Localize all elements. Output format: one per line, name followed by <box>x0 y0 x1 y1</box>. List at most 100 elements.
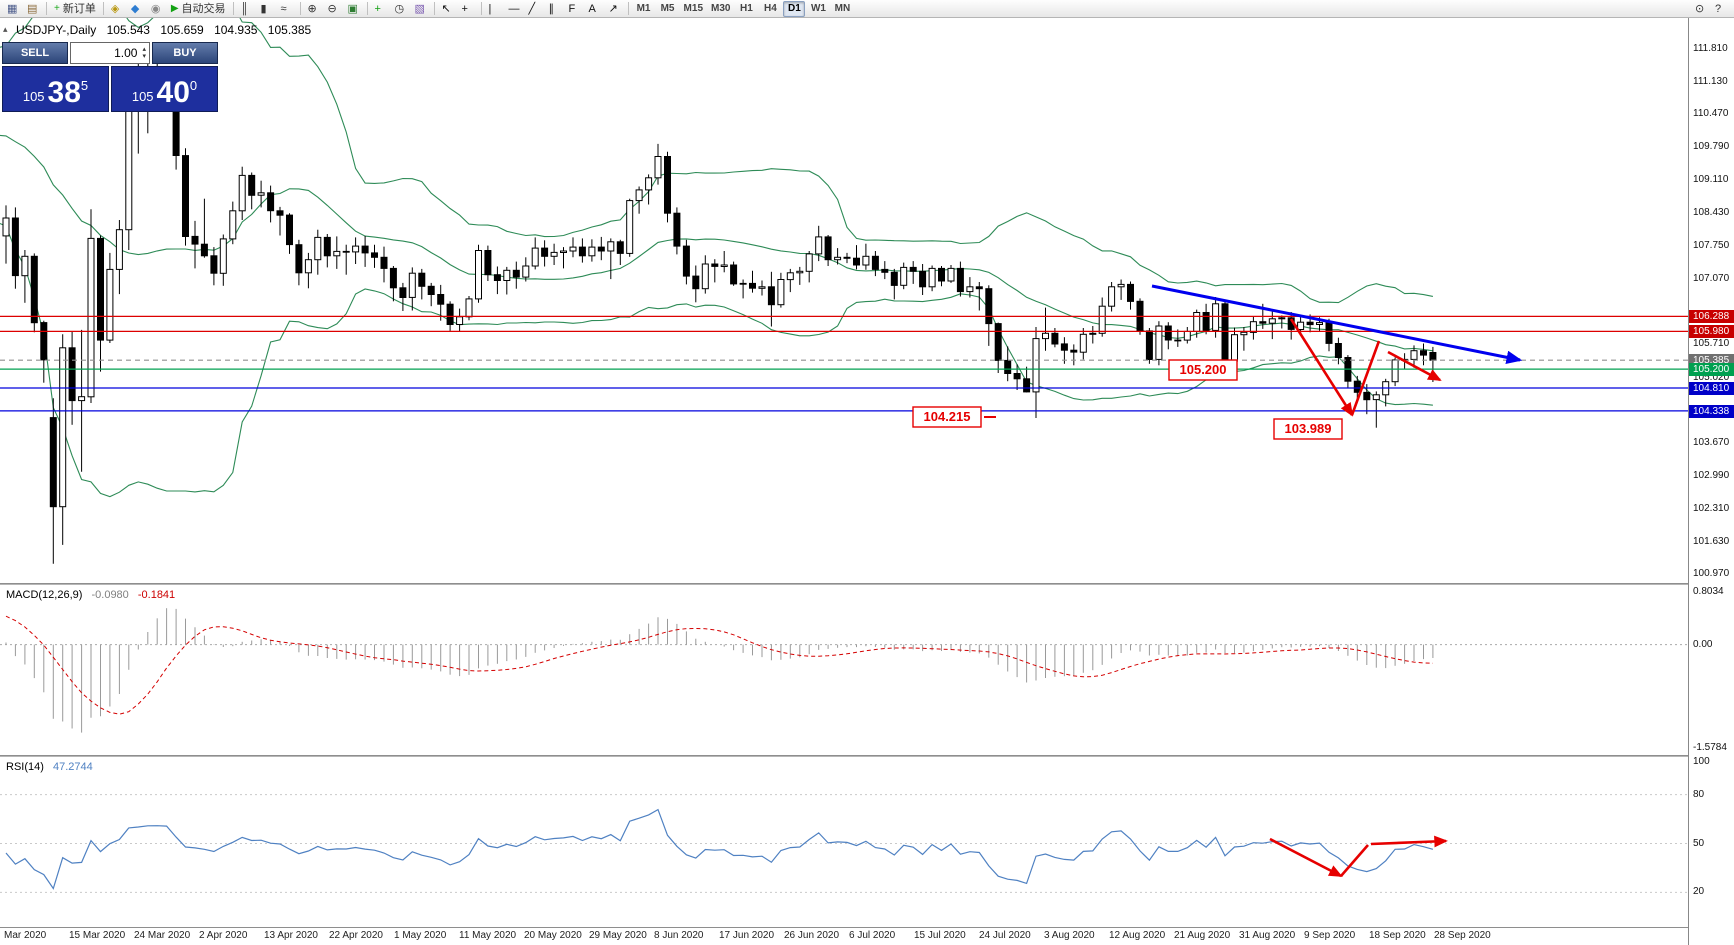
price-tick-111.810: 111.810 <box>1693 43 1728 54</box>
red-arrow-0[interactable] <box>1289 318 1354 417</box>
red-arrow-4[interactable] <box>1340 844 1369 877</box>
navigator-icon[interactable]: ◉ <box>148 1 166 17</box>
svg-text:104.215: 104.215 <box>924 409 971 424</box>
timeframe-m30-button[interactable]: M30 <box>708 1 733 17</box>
candlestick-chart-icon[interactable]: ▮ <box>258 1 276 17</box>
metaeditor-icon[interactable]: ◈ <box>108 1 126 17</box>
rsi-axis-20: 20 <box>1693 886 1705 898</box>
line-chart-icon[interactable]: ≈ <box>278 1 296 17</box>
zoom-out-icon[interactable]: ⊖ <box>325 1 343 17</box>
timeframe-m15-button[interactable]: M15 <box>681 1 706 17</box>
volume-value[interactable]: 1.00 <box>114 46 138 60</box>
cursor-icon[interactable]: ↖ <box>439 1 457 17</box>
price-tick-107.750: 107.750 <box>1693 239 1730 251</box>
help-icon[interactable]: ? <box>1712 1 1730 17</box>
sell-price-big: 38 <box>47 76 81 109</box>
price-annotation-label[interactable]: 105.200 <box>1168 359 1238 381</box>
indicators-icon[interactable]: + <box>372 1 390 17</box>
price-axis[interactable]: 111.810 111.130 110.470 109.790 109.110 108.4… <box>1688 18 1734 945</box>
zoom-in-icon[interactable]: ⊕ <box>305 1 323 17</box>
rsi-line <box>5 808 1434 890</box>
price-badge-106.288: 106.288 <box>1689 310 1734 324</box>
trade-panel-toggle-icon[interactable]: ▴ <box>3 24 8 34</box>
timeframe-h1-button[interactable]: H1 <box>735 1 757 17</box>
spinner-down-icon[interactable]: ▾ <box>142 53 146 60</box>
search-icon[interactable]: ⊙ <box>1692 1 1710 17</box>
periods-icon[interactable]: ◷ <box>392 1 410 17</box>
price-annotation-label[interactable]: 103.989 <box>1273 418 1343 440</box>
market-watch-icon[interactable]: ◆ <box>128 1 146 17</box>
price-tick-108.430: 108.430 <box>1693 206 1730 218</box>
price-tick-105.710: 105.710 <box>1693 338 1730 350</box>
red-arrow-5[interactable] <box>1370 835 1448 848</box>
price-tick-100.970: 100.970 <box>1693 568 1730 579</box>
macd-signal-line <box>5 615 1433 715</box>
price-tick-101.630: 101.630 <box>1693 536 1730 548</box>
new-chart-icon[interactable]: ▦ <box>4 1 22 17</box>
red-arrow-1[interactable] <box>1350 340 1381 416</box>
sell-price-base: 105 <box>22 89 45 104</box>
channel-icon[interactable]: ∥ <box>546 1 564 17</box>
arrows-icon[interactable]: ↗ <box>606 1 624 17</box>
volume-spinner[interactable]: ▴ ▾ <box>142 46 146 60</box>
macd-axis-0.8034: 0.8034 <box>1693 586 1724 597</box>
quote-low: 104.935 <box>214 23 258 37</box>
buy-button[interactable]: BUY <box>152 42 218 64</box>
horizontal-line-icon[interactable]: — <box>506 1 524 17</box>
text-icon[interactable]: A <box>586 1 604 17</box>
trendline-icon[interactable]: ╱ <box>526 1 544 17</box>
time-label: 24 Jul 2020 <box>979 930 1031 941</box>
volume-field[interactable]: 1.00 ▴ ▾ <box>70 42 150 64</box>
price-tick-103.670: 103.670 <box>1693 437 1730 449</box>
autotrading-button-label: 自动交易 <box>181 2 226 15</box>
sell-button[interactable]: SELL <box>2 42 68 64</box>
buy-price-pip: 0 <box>189 78 198 93</box>
timeframe-d1-button[interactable]: D1 <box>783 0 806 17</box>
time-label: 11 May 2020 <box>459 930 517 941</box>
profiles-icon[interactable]: ▤ <box>24 1 42 17</box>
sell-price[interactable]: 105 38 5 <box>2 66 109 112</box>
crosshair-icon[interactable]: + <box>459 1 477 17</box>
tile-windows-icon[interactable]: ▣ <box>345 1 363 17</box>
time-label: 6 Jul 2020 <box>849 930 896 941</box>
chart-annotations: 105.200 104.215 103.989 <box>912 284 1523 878</box>
timeframe-h4-button[interactable]: H4 <box>759 1 781 17</box>
price-annotation-label[interactable]: 104.215 <box>912 406 982 428</box>
time-axis[interactable]: Mar 2020 15 Mar 2020 24 Mar 2020 2 Apr 2020… <box>0 928 1688 945</box>
vertical-line-icon[interactable]: | <box>486 1 504 17</box>
time-label: 24 Mar 2020 <box>134 930 191 941</box>
chart-canvas[interactable]: 105.200 104.215 103.989 <box>0 0 1688 945</box>
trend-arrow[interactable] <box>1151 284 1523 364</box>
timeframe-m1-button[interactable]: M1 <box>633 1 655 17</box>
one-click-trading-panel: SELL 1.00 ▴ ▾ BUY 105 38 5 105 40 0 <box>2 42 218 112</box>
toolbar-separator <box>366 2 368 15</box>
panel-separator[interactable] <box>0 927 1688 928</box>
panel-separator[interactable] <box>0 583 1688 585</box>
bar-chart-icon[interactable]: ║ <box>238 1 256 17</box>
rsi-axis-100: 100 <box>1693 756 1710 767</box>
toolbar-separator <box>299 2 301 15</box>
red-arrow-3[interactable] <box>1269 837 1343 878</box>
toolbar-separator <box>480 2 482 15</box>
price-tick-102.990: 102.990 <box>1693 470 1730 482</box>
new-order-button[interactable]: + 新订单 <box>51 1 99 17</box>
timeframe-mn-button[interactable]: MN <box>831 1 853 17</box>
timeframe-m5-button[interactable]: M5 <box>657 1 679 17</box>
rsi-axis-80: 80 <box>1693 788 1705 800</box>
price-badge-104.338: 104.338 <box>1689 404 1734 418</box>
templates-icon[interactable]: ▧ <box>412 1 430 17</box>
quote-line: USDJPY-,Daily 105.543 105.659 104.935 10… <box>16 23 318 37</box>
horizontal-level-lines <box>0 315 1688 412</box>
red-arrow-2[interactable] <box>1387 350 1442 382</box>
autotrading-button[interactable]: ▶ 自动交易 <box>168 1 229 17</box>
macd-main-value: -0.0980 <box>91 589 129 601</box>
spinner-up-icon[interactable]: ▴ <box>142 46 146 53</box>
panel-separator[interactable] <box>0 755 1688 757</box>
time-label: 20 May 2020 <box>524 930 582 941</box>
timeframe-w1-button[interactable]: W1 <box>807 1 829 17</box>
time-label: 15 Mar 2020 <box>69 930 126 941</box>
buy-price[interactable]: 105 40 0 <box>111 66 218 112</box>
time-label: 26 Jun 2020 <box>784 930 840 941</box>
fibonacci-icon[interactable]: F <box>566 1 584 17</box>
time-label: 29 May 2020 <box>589 930 647 941</box>
